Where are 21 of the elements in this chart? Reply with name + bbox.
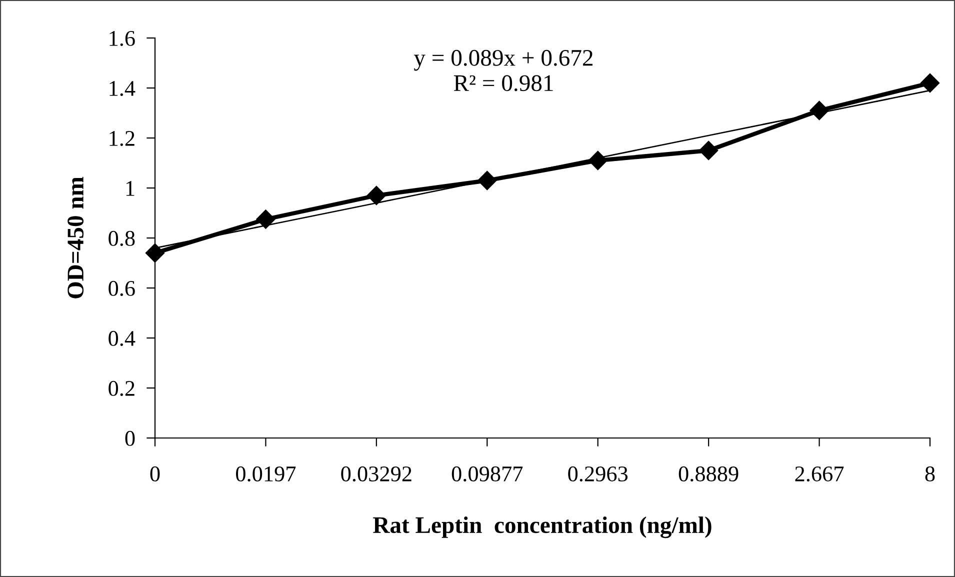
y-tick-label: 0.2 xyxy=(108,380,134,396)
annotation: y = 0.089x + 0.672 xyxy=(414,50,592,71)
x-tick-label: 0 xyxy=(150,466,160,482)
y-tick-label: 1 xyxy=(126,181,134,196)
x-tick-label: 0.0197 xyxy=(236,466,296,482)
x-tick-label: 0.09877 xyxy=(452,466,523,482)
y-axis-title: OD=450 nm xyxy=(68,176,84,298)
y-tick-label: 0.8 xyxy=(108,230,135,246)
y-tick-label: 1.2 xyxy=(110,130,134,146)
x-tick-label: 0.2963 xyxy=(568,466,628,482)
x-tick-label: 0.03292 xyxy=(341,466,412,482)
y-tick-label: 0 xyxy=(125,430,135,446)
x-tick-label: 8 xyxy=(925,466,935,482)
y-tick-label: 1.4 xyxy=(110,81,136,96)
y-tick-label: 1.6 xyxy=(110,30,135,46)
y-tick-label: 0.6 xyxy=(108,280,135,296)
x-tick-label: 0.8889 xyxy=(678,466,738,482)
x-axis-title: Rat Leptin concentration (ng/ml) xyxy=(373,516,712,538)
x-tick-label: 2.667 xyxy=(795,466,844,482)
y-tick-label: 0.4 xyxy=(108,330,136,346)
annotation: R² = 0.981 xyxy=(454,75,553,92)
